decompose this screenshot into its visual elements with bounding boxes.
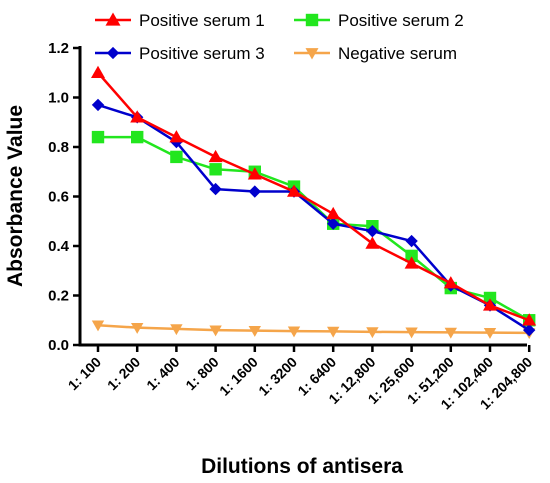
legend-label: Positive serum 1 <box>139 11 265 30</box>
data-point <box>366 327 379 339</box>
data-point <box>131 130 144 144</box>
data-point <box>305 48 319 60</box>
data-point <box>91 65 105 78</box>
data-point <box>405 327 418 339</box>
legend: Positive serum 1 Positive serum 2 Positive… <box>95 11 464 63</box>
data-point <box>444 327 457 339</box>
y-tick-label: 0.0 <box>48 337 69 354</box>
data-point <box>248 325 261 337</box>
x-tick-label: 1: 200 <box>104 354 144 394</box>
data-point <box>287 184 301 197</box>
y-tick-label: 0.6 <box>48 189 69 206</box>
data-point <box>106 46 120 60</box>
data-point <box>483 327 497 339</box>
data-point <box>208 149 223 163</box>
y-axis-title: Absorbance Value <box>4 105 27 287</box>
data-point <box>443 276 458 289</box>
data-point <box>131 323 144 334</box>
legend-label: Negative serum <box>338 44 457 63</box>
y-tick-label: 0.8 <box>48 139 69 156</box>
data-point <box>327 217 340 230</box>
data-point <box>91 98 105 112</box>
data-point <box>522 313 537 326</box>
data-point <box>209 325 222 337</box>
data-point <box>91 320 105 332</box>
series-3 <box>91 98 536 337</box>
data-point <box>248 185 261 198</box>
x-tick-label: 1: 100 <box>65 354 105 394</box>
legend-label: Positive serum 3 <box>139 44 265 63</box>
data-point <box>209 182 222 196</box>
series-2 <box>91 130 536 327</box>
y-tick-label: 1.2 <box>48 40 69 57</box>
series-layer <box>91 65 537 340</box>
data-point <box>523 323 536 337</box>
x-tick-label: 1: 1600 <box>216 354 261 399</box>
data-point <box>327 326 340 338</box>
data-point <box>305 13 319 27</box>
data-point <box>483 291 497 305</box>
data-point <box>287 326 301 338</box>
legend-item-3: Positive serum 3 <box>95 44 265 63</box>
series-line <box>97 103 530 332</box>
y-tick-label: 0.2 <box>48 288 69 305</box>
series-line <box>97 323 530 335</box>
data-point <box>366 224 379 238</box>
legend-item-1: Positive serum 1 <box>95 11 265 30</box>
legend-label: Positive serum 2 <box>338 11 464 30</box>
series-4 <box>91 320 536 340</box>
data-point <box>247 167 262 180</box>
legend-item-4: Negative serum <box>294 44 457 63</box>
y-tick-label: 0.4 <box>48 238 70 255</box>
data-point <box>209 163 222 176</box>
series-line <box>97 71 530 322</box>
legend-item-2: Positive serum 2 <box>294 11 464 30</box>
series-1 <box>91 65 537 326</box>
data-point <box>404 256 419 269</box>
x-tick-label: 1: 400 <box>143 354 183 394</box>
data-point <box>326 206 341 220</box>
data-point <box>105 12 121 26</box>
x-tick-label: 1: 3200 <box>255 354 300 399</box>
y-tick-label: 1.0 <box>48 90 69 107</box>
data-point <box>91 130 105 144</box>
data-point <box>405 249 418 263</box>
data-point <box>169 130 184 143</box>
x-axis-title: Dilutions of antisera <box>201 455 403 478</box>
data-point <box>405 234 418 248</box>
data-point <box>365 236 380 249</box>
data-point <box>483 298 497 311</box>
data-point <box>130 110 145 123</box>
axes: 0.0 0.2 0.4 0.6 0.8 1.0 1.2 1: 100 1: 200 1: 400 1… <box>48 40 535 412</box>
data-point <box>170 150 183 164</box>
data-point <box>170 324 183 336</box>
